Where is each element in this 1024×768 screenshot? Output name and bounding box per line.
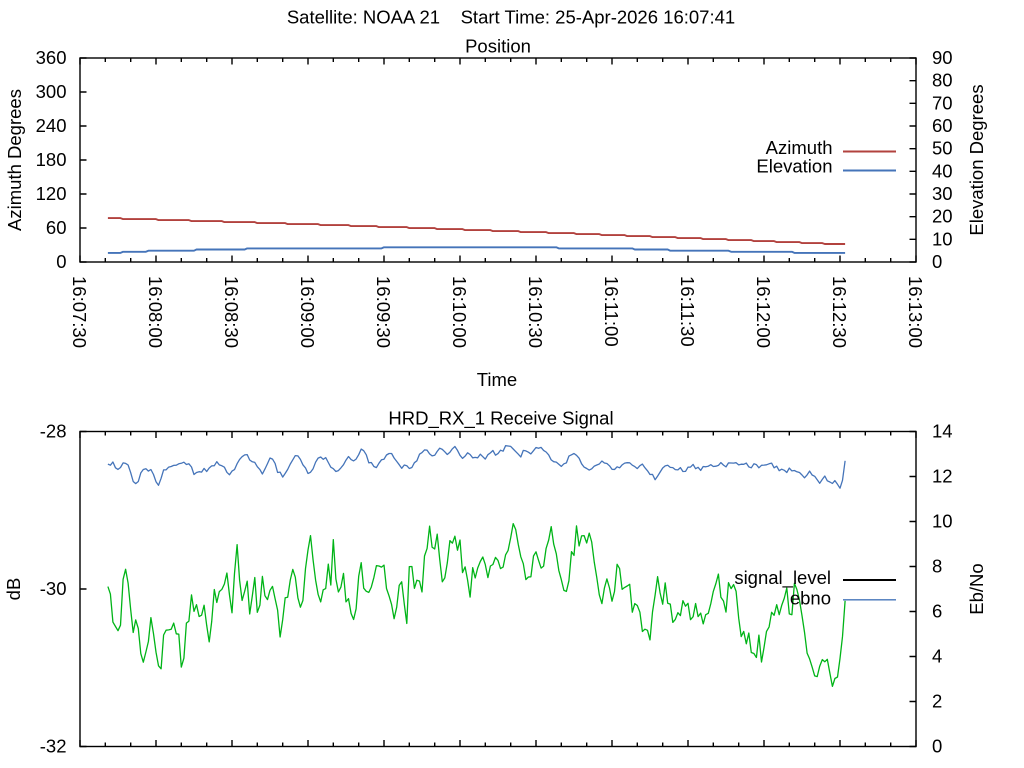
svg-text:0: 0 (932, 736, 942, 757)
svg-text:14: 14 (932, 421, 953, 442)
svg-text:0: 0 (932, 251, 942, 272)
svg-text:50: 50 (932, 138, 953, 159)
svg-text:Elevation: Elevation (756, 156, 832, 177)
svg-text:16:10:30: 16:10:30 (525, 276, 546, 348)
svg-text:40: 40 (932, 160, 953, 181)
svg-text:20: 20 (932, 206, 953, 227)
svg-text:16:12:30: 16:12:30 (829, 276, 850, 348)
svg-text:-30: -30 (40, 578, 67, 599)
svg-text:16:10:00: 16:10:00 (449, 276, 470, 348)
svg-text:ebno: ebno (790, 588, 831, 609)
svg-text:120: 120 (36, 183, 67, 204)
svg-text:10: 10 (932, 228, 953, 249)
svg-text:16:08:00: 16:08:00 (145, 276, 166, 348)
svg-text:Position: Position (465, 36, 531, 57)
svg-text:Time: Time (477, 369, 517, 390)
svg-text:60: 60 (46, 217, 67, 238)
svg-text:12: 12 (932, 466, 953, 487)
svg-text:16:09:00: 16:09:00 (297, 276, 318, 348)
svg-text:10: 10 (932, 511, 953, 532)
svg-text:16:09:30: 16:09:30 (373, 276, 394, 348)
svg-text:360: 360 (36, 47, 67, 68)
svg-text:2: 2 (932, 691, 942, 712)
svg-text:4: 4 (932, 646, 942, 667)
svg-text:16:12:00: 16:12:00 (753, 276, 774, 348)
svg-text:signal_level: signal_level (734, 567, 831, 589)
svg-text:0: 0 (56, 251, 66, 272)
svg-text:16:11:30: 16:11:30 (677, 276, 698, 347)
svg-text:-32: -32 (40, 736, 67, 757)
svg-text:70: 70 (932, 92, 953, 113)
svg-text:300: 300 (36, 81, 67, 102)
svg-text:240: 240 (36, 115, 67, 136)
svg-text:HRD_RX_1 Receive Signal: HRD_RX_1 Receive Signal (388, 408, 613, 430)
svg-text:Azimuth Degrees: Azimuth Degrees (4, 89, 25, 231)
svg-text:6: 6 (932, 601, 942, 622)
svg-text:16:13:00: 16:13:00 (905, 276, 926, 348)
svg-text:Elevation Degrees: Elevation Degrees (966, 84, 987, 235)
svg-text:Eb/No: Eb/No (966, 563, 987, 614)
svg-text:80: 80 (932, 70, 953, 91)
svg-text:8: 8 (932, 556, 942, 577)
svg-text:90: 90 (932, 47, 953, 68)
svg-text:Azimuth: Azimuth (766, 137, 833, 158)
svg-text:180: 180 (36, 149, 67, 170)
svg-text:16:08:30: 16:08:30 (221, 276, 242, 348)
svg-text:30: 30 (932, 183, 953, 204)
svg-text:dB: dB (3, 578, 24, 601)
svg-text:16:11:00: 16:11:00 (601, 276, 622, 347)
svg-text:16:07:30: 16:07:30 (69, 276, 90, 348)
svg-text:60: 60 (932, 115, 953, 136)
svg-text:-28: -28 (40, 421, 67, 442)
svg-text:Satellite: NOAA 21 Start Ti: Satellite: NOAA 21 Start Time: 25-Apr-20… (287, 7, 735, 28)
